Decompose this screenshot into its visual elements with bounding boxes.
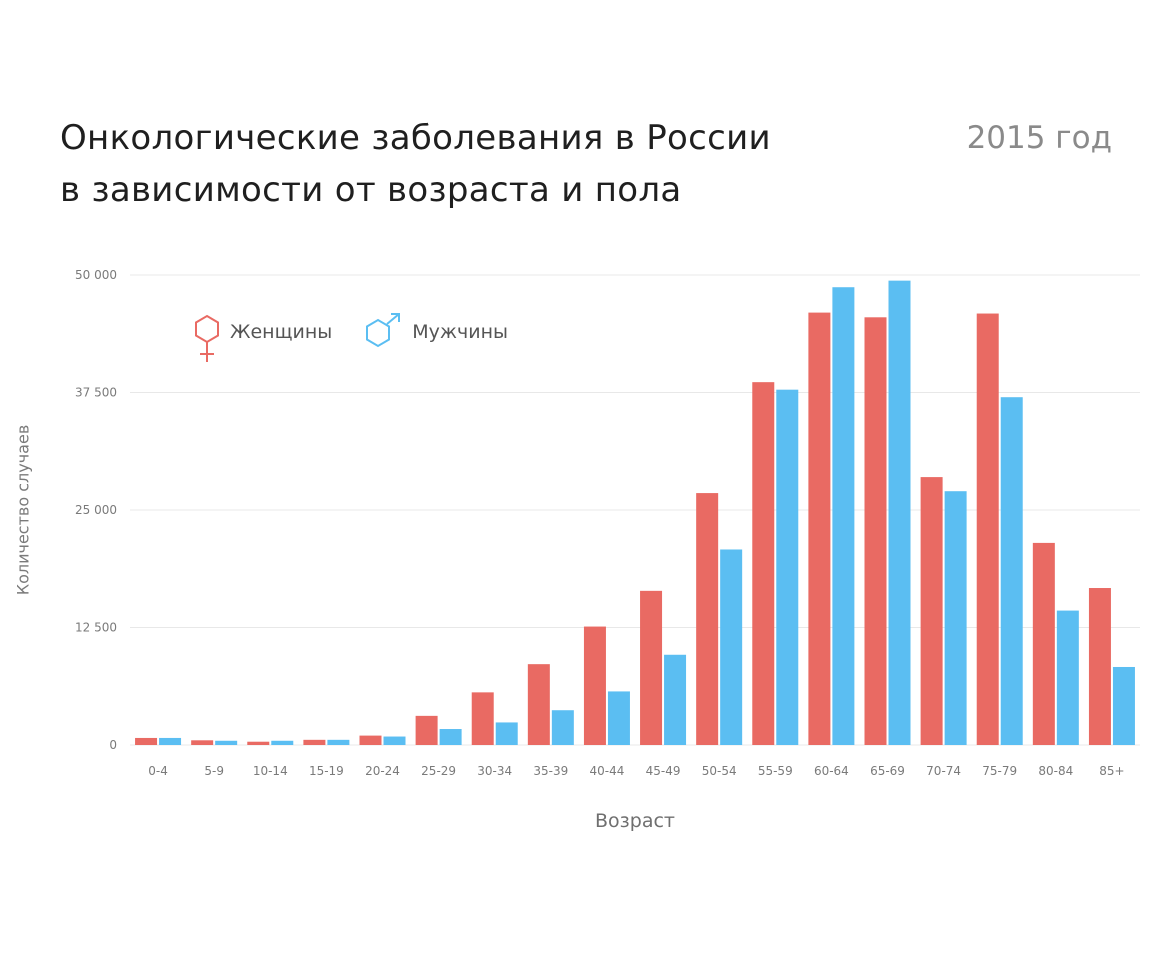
bar-male xyxy=(495,722,518,745)
bar-male xyxy=(551,710,574,745)
x-tick-label: 30-34 xyxy=(477,764,512,778)
bar-female xyxy=(696,493,719,745)
bar-female xyxy=(864,317,887,745)
bar-female xyxy=(527,664,550,745)
bar-female xyxy=(359,735,382,745)
bar-male xyxy=(159,737,182,745)
x-tick-label: 15-19 xyxy=(309,764,344,778)
bar-male xyxy=(1000,397,1023,745)
x-tick-label: 5-9 xyxy=(204,764,224,778)
bar-female xyxy=(1088,588,1111,745)
y-tick-label: 12 500 xyxy=(75,621,117,635)
x-tick-label: 50-54 xyxy=(702,764,737,778)
bar-female xyxy=(135,737,158,745)
bar-female xyxy=(976,313,999,745)
legend-item-female: Женщины xyxy=(190,312,332,364)
x-tick-label: 60-64 xyxy=(814,764,849,778)
y-tick-labels: 0 12 500 25 000 37 500 50 000 xyxy=(75,268,117,752)
female-symbol-icon xyxy=(190,312,224,364)
bar-male xyxy=(944,491,967,745)
bars xyxy=(135,280,1135,745)
x-tick-label: 65-69 xyxy=(870,764,905,778)
bar-male xyxy=(888,280,911,745)
x-tick-label: 75-79 xyxy=(982,764,1017,778)
bar-male xyxy=(271,740,294,745)
x-tick-label: 25-29 xyxy=(421,764,456,778)
y-tick-label: 37 500 xyxy=(75,386,117,400)
chart-title-line-2: в зависимости от возраста и пола xyxy=(60,170,682,210)
legend: Женщины Мужчины xyxy=(190,312,508,364)
bar-female xyxy=(415,715,438,745)
y-tick-label: 50 000 xyxy=(75,268,117,282)
x-tick-label: 55-59 xyxy=(758,764,793,778)
bar-female xyxy=(583,626,606,745)
x-tick-label: 80-84 xyxy=(1038,764,1073,778)
y-tick-label: 0 xyxy=(109,738,117,752)
bar-male xyxy=(1056,610,1079,745)
x-tick-label: 0-4 xyxy=(148,764,168,778)
bar-male xyxy=(720,549,743,745)
male-symbol-icon xyxy=(362,312,406,352)
bar-female xyxy=(191,740,214,745)
bar-female xyxy=(752,382,775,745)
x-axis-label: Возраст xyxy=(595,810,675,832)
x-tick-label: 85+ xyxy=(1099,764,1124,778)
bar-male xyxy=(607,691,630,745)
bar-female xyxy=(303,739,326,745)
bar-male xyxy=(1112,666,1135,745)
legend-label-male: Мужчины xyxy=(412,321,509,343)
bar-male xyxy=(832,287,855,745)
bar-female xyxy=(808,312,831,745)
y-tick-label: 25 000 xyxy=(75,503,117,517)
x-tick-label: 10-14 xyxy=(253,764,288,778)
chart-title: Онкологические заболевания в России в за… xyxy=(60,112,880,216)
bar-male xyxy=(776,389,799,745)
x-tick-label: 70-74 xyxy=(926,764,961,778)
x-tick-label: 35-39 xyxy=(533,764,568,778)
bar-female xyxy=(640,590,663,745)
year-label: 2015 год xyxy=(966,120,1112,156)
chart-title-line-1: Онкологические заболевания в России xyxy=(60,118,771,158)
grid-lines xyxy=(130,274,1140,746)
x-tick-label: 40-44 xyxy=(590,764,625,778)
bar-male xyxy=(383,736,406,745)
bar-male xyxy=(327,739,350,745)
bar-male xyxy=(215,740,238,745)
bar-female xyxy=(247,741,270,745)
bar-female xyxy=(1032,542,1055,745)
x-tick-label: 45-49 xyxy=(646,764,681,778)
x-tick-label: 20-24 xyxy=(365,764,400,778)
bar-female xyxy=(920,477,943,745)
bar-female xyxy=(471,692,494,745)
y-axis-label: Количество случаев xyxy=(13,424,33,596)
legend-label-female: Женщины xyxy=(230,321,333,343)
bar-male xyxy=(664,654,687,745)
x-tick-labels: 0-4 5-9 10-14 15-19 20-24 25-29 30-34 35-39 40-4… xyxy=(148,764,1124,778)
bar-male xyxy=(439,729,462,745)
legend-item-male: Мужчины xyxy=(362,312,508,352)
